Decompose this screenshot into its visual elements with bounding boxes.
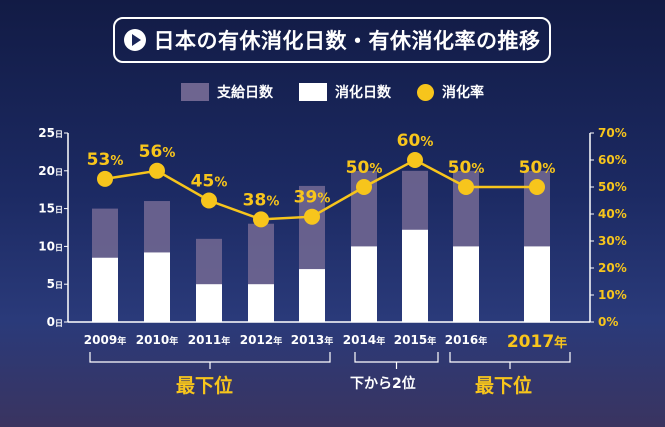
rate-data-label: 38% <box>243 190 280 210</box>
rate-data-label: 45% <box>191 172 228 192</box>
annotation-second-lowest: 下から2位 <box>350 376 416 392</box>
y-left-tick-label: 25日 <box>38 126 63 140</box>
rate-data-label: 50% <box>448 158 485 178</box>
bar-used-days <box>144 252 170 322</box>
annotation-lowest-2: 最下位 <box>475 375 533 397</box>
bar-used-days <box>402 229 428 322</box>
legend-label-rate: 消化率 <box>442 85 484 101</box>
y-left-tick-label: 15日 <box>38 202 63 216</box>
rate-data-label: 60% <box>397 131 434 151</box>
y-left-tick-label: 20日 <box>38 164 63 178</box>
y-left-tick-label: 5日 <box>47 277 63 291</box>
legend-label-paid: 支給日数 <box>217 85 273 101</box>
bar-used-days <box>524 246 550 322</box>
y-left-tick-label: 0日 <box>47 315 63 329</box>
rate-point <box>304 208 320 225</box>
rate-point <box>149 162 165 179</box>
x-tick-label: 2011年 <box>188 333 230 347</box>
bar-used-days <box>351 246 377 322</box>
x-tick-label: 2014年 <box>343 333 385 347</box>
legend-item-rate: 消化率 <box>417 82 484 102</box>
x-tick-label: 2012年 <box>240 333 282 347</box>
play-icon <box>123 29 146 51</box>
y-right-tick-label: 0% <box>598 315 618 329</box>
bar-used-days <box>196 284 222 322</box>
legend-item-paid: 支給日数 <box>181 82 273 102</box>
x-tick-label: 2016年 <box>445 333 487 347</box>
chart-title: 日本の有休消化日数・有休消化率の推移 <box>153 29 541 53</box>
annotation-bracket-3 <box>449 352 571 363</box>
legend-swatch-rate <box>417 83 434 101</box>
y-right-tick-label: 40% <box>598 207 627 221</box>
x-tick-label: 2009年 <box>84 333 126 347</box>
bar-used-days <box>92 257 118 322</box>
y-right-tick-label: 50% <box>598 180 627 194</box>
y-right-tick-label: 20% <box>598 261 627 275</box>
legend: 支給日数 消化日数 消化率 <box>0 82 665 102</box>
legend-item-used: 消化日数 <box>299 82 391 102</box>
rate-data-label: 50% <box>346 158 383 178</box>
title-box: 日本の有休消化日数・有休消化率の推移 <box>113 17 551 63</box>
rate-point <box>458 179 474 195</box>
rate-point <box>356 179 372 195</box>
rate-data-label: 53% <box>87 150 124 170</box>
bar-used-days <box>299 269 325 322</box>
annotation-lowest-1: 最下位 <box>176 375 234 397</box>
annotation-bracket-2 <box>354 352 439 363</box>
rate-point <box>529 179 545 195</box>
x-tick-label: 2013年 <box>291 333 333 347</box>
y-left-tick-label: 10日 <box>38 239 63 253</box>
x-tick-label: 2015年 <box>394 333 436 347</box>
legend-swatch-paid <box>181 83 209 101</box>
y-right-tick-label: 60% <box>598 153 627 167</box>
rate-data-label: 56% <box>139 142 176 162</box>
rate-data-label: 50% <box>519 158 556 178</box>
legend-label-used: 消化日数 <box>335 85 391 101</box>
rate-point <box>407 152 423 168</box>
rate-point <box>253 211 269 228</box>
y-right-tick-label: 10% <box>598 288 627 302</box>
y-right-tick-label: 70% <box>598 126 627 140</box>
x-tick-label: 2017年 <box>507 332 567 352</box>
annotation-bracket-1 <box>89 352 331 363</box>
legend-swatch-used <box>299 83 327 101</box>
x-tick-label: 2010年 <box>136 333 178 347</box>
bar-used-days <box>248 284 274 322</box>
rate-point <box>97 170 113 187</box>
rate-point <box>201 192 217 209</box>
rate-data-label: 39% <box>294 188 331 208</box>
bar-used-days <box>453 246 479 322</box>
y-right-tick-label: 30% <box>598 234 627 248</box>
